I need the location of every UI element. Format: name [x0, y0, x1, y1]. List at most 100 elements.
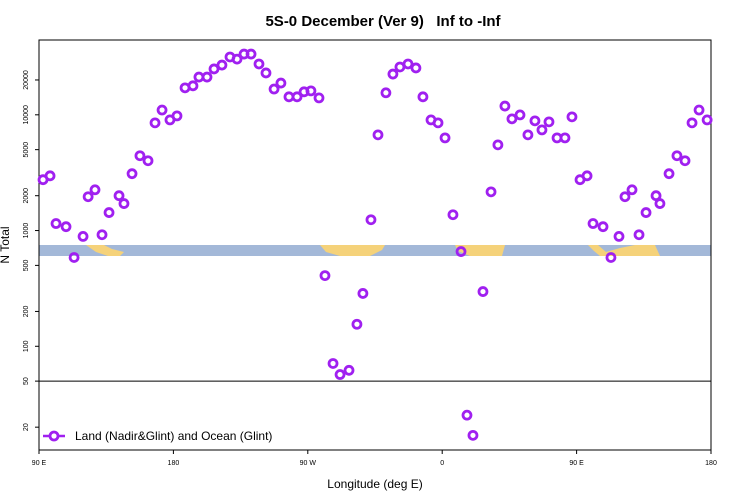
y-tick-label: 500	[23, 259, 30, 271]
x-tick-label: 90 W	[300, 460, 317, 467]
data-point	[410, 62, 422, 74]
data-point	[559, 132, 571, 144]
data-point	[156, 104, 168, 116]
data-point	[113, 190, 125, 202]
data-point	[514, 109, 526, 121]
x-tick-label: 180	[705, 460, 717, 467]
data-point	[77, 231, 89, 242]
data-point	[343, 364, 355, 376]
y-tick-label: 5000	[23, 142, 30, 158]
data-point	[216, 59, 228, 71]
data-point	[506, 113, 518, 125]
data-point	[82, 191, 94, 203]
land-patch	[455, 245, 505, 256]
data-point	[461, 409, 473, 421]
data-point	[231, 53, 243, 65]
y-tick-label: 20000	[23, 70, 30, 90]
y-tick-label: 2000	[23, 188, 30, 204]
data-point	[663, 168, 675, 180]
data-point	[455, 246, 467, 257]
data-point	[60, 221, 72, 233]
y-tick-label: 100	[23, 340, 30, 352]
data-point	[492, 139, 504, 151]
data-point	[89, 184, 101, 196]
y-tick-label: 10000	[23, 105, 30, 125]
data-point	[380, 87, 392, 99]
legend-label: Land (Nadir&Glint) and Ocean (Glint)	[75, 429, 272, 443]
x-tick-label: 180	[168, 460, 180, 467]
data-point	[693, 104, 705, 116]
data-point	[499, 100, 511, 112]
data-point	[543, 116, 555, 128]
data-point	[633, 229, 645, 241]
data-point	[522, 129, 534, 141]
data-point	[68, 252, 80, 263]
data-point	[351, 318, 363, 330]
data-point	[477, 286, 489, 297]
data-point	[260, 67, 272, 79]
data-point	[447, 209, 459, 221]
data-point	[417, 91, 429, 103]
data-point	[701, 114, 713, 126]
data-point	[566, 111, 578, 123]
data-point	[327, 358, 339, 369]
plot-frame	[38, 39, 712, 451]
data-point	[654, 198, 666, 209]
data-point	[275, 77, 287, 89]
data-point	[268, 83, 280, 95]
data-point	[305, 85, 317, 97]
data-point	[118, 198, 130, 209]
data-point	[587, 218, 599, 229]
data-point	[605, 252, 617, 263]
y-tick-label: 200	[23, 305, 30, 317]
data-point	[402, 58, 414, 70]
y-tick-label: 50	[23, 377, 30, 385]
data-point	[485, 186, 497, 198]
data-point	[96, 229, 108, 241]
data-point	[50, 218, 62, 229]
data-point	[529, 115, 541, 127]
data-point	[134, 150, 146, 162]
data-point	[467, 429, 479, 441]
legend-marker	[48, 430, 60, 442]
y-tick-label: 1000	[23, 223, 30, 239]
data-point	[171, 110, 183, 122]
data-point	[581, 170, 593, 182]
data-point	[291, 91, 303, 103]
land-patch	[86, 245, 124, 256]
data-point	[44, 170, 56, 182]
land-patch	[588, 245, 660, 256]
y-tick-label: 20	[23, 423, 30, 431]
x-tick-label: 90 E	[569, 460, 584, 467]
data-point	[245, 48, 257, 60]
data-point	[187, 80, 199, 92]
data-point	[208, 63, 220, 75]
data-point	[619, 191, 631, 203]
data-point	[313, 92, 325, 104]
data-point	[536, 124, 548, 136]
land-ocean-strip	[39, 245, 711, 256]
data-point	[686, 117, 698, 129]
data-point	[613, 231, 625, 242]
x-tick-label: 0	[440, 460, 444, 467]
data-point	[253, 58, 265, 70]
data-point	[626, 184, 638, 196]
data-point	[149, 117, 161, 129]
y-axis-label: N Total	[0, 226, 12, 263]
data-point	[650, 190, 662, 202]
data-point	[365, 214, 377, 226]
land-patch	[320, 245, 385, 256]
data-point	[103, 207, 115, 218]
data-point	[597, 221, 609, 233]
data-point	[671, 150, 683, 162]
x-axis-label: Longitude (deg E)	[327, 477, 422, 491]
data-point	[201, 71, 213, 83]
data-point	[679, 155, 691, 167]
data-point	[334, 369, 346, 380]
data-point	[142, 155, 154, 167]
data-point	[640, 207, 652, 218]
data-point	[126, 168, 138, 180]
data-point	[319, 270, 331, 282]
data-point	[432, 117, 444, 129]
